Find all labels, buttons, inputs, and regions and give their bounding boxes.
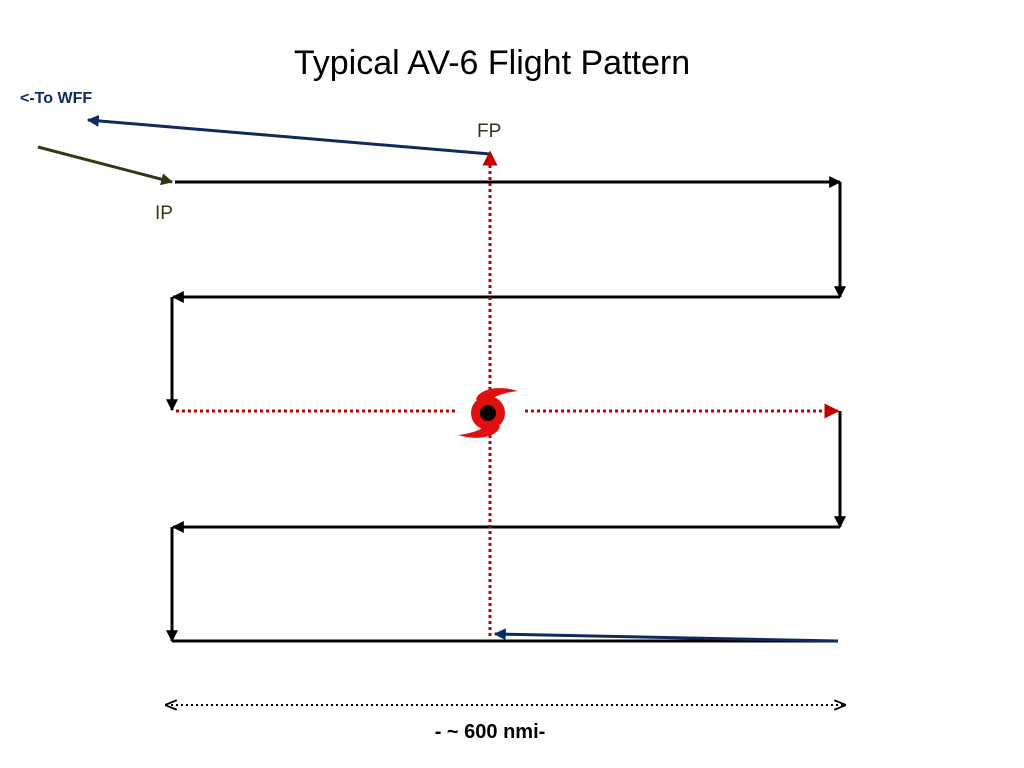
- inbound-leg: [37, 145, 174, 186]
- to-wff-label: <-To WFF: [20, 90, 92, 107]
- return-leg: [86, 114, 491, 156]
- title: Typical AV-6 Flight Pattern: [294, 44, 690, 82]
- flight-path: [37, 114, 846, 643]
- exit-leg: [493, 628, 839, 643]
- center-passes: [176, 150, 840, 636]
- fp-label: FP: [477, 121, 501, 142]
- hurricane-symbol: [458, 388, 518, 438]
- pattern-legs: [166, 176, 846, 643]
- ip-label: IP: [155, 203, 173, 224]
- distance-label: - ~ 600 nmi-: [435, 721, 546, 743]
